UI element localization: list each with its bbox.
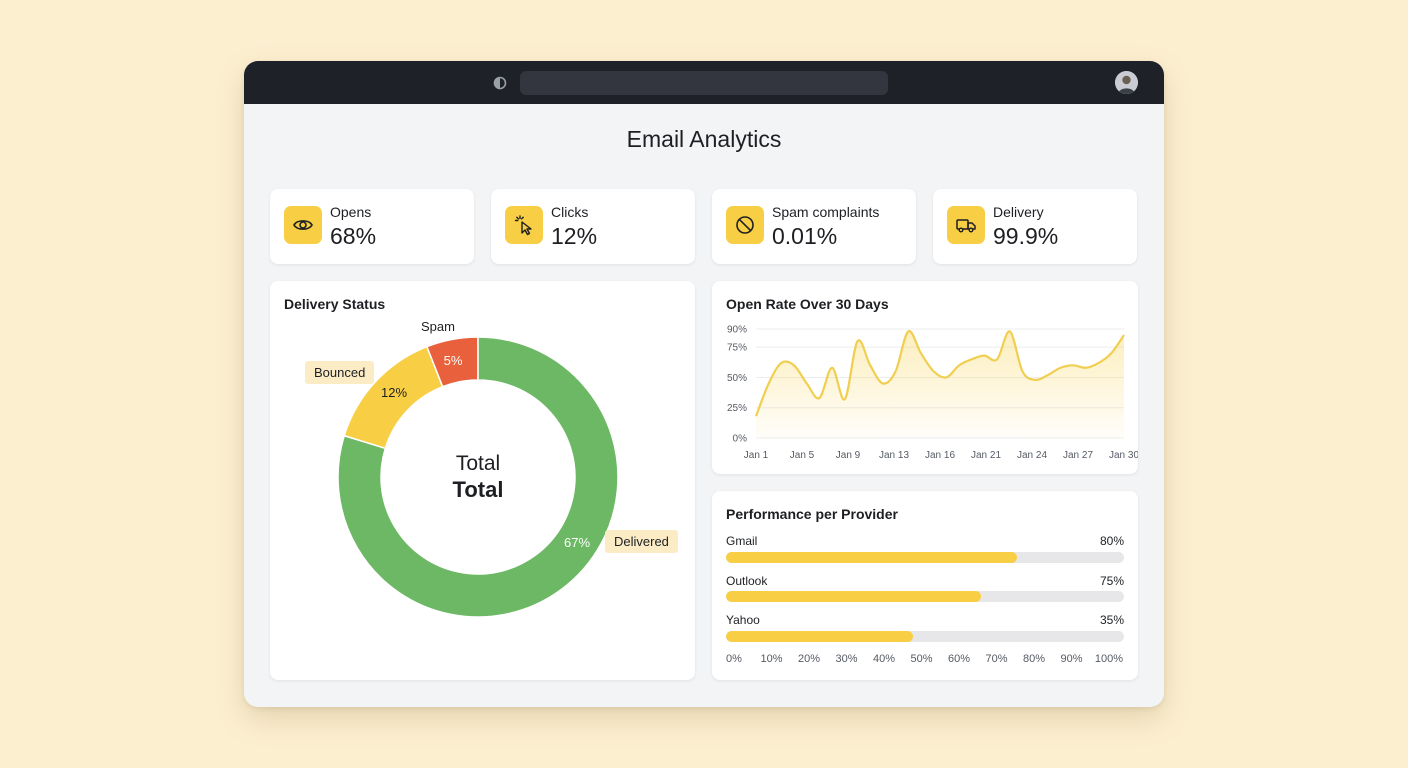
donut-center-value: Total <box>453 477 504 502</box>
provider-axis-tick: 30% <box>835 653 858 665</box>
kpi-value: 12% <box>551 223 598 249</box>
provider-axis-tick: 20% <box>797 653 821 665</box>
slice-label-bounced: 12% <box>381 385 407 400</box>
kpi-card-opens: Opens 68% <box>270 189 474 264</box>
y-tick-label: 0% <box>733 434 748 445</box>
page-title: Email Analytics <box>626 126 782 152</box>
y-tick-label: 75% <box>727 343 747 354</box>
provider-axis-tick: 70% <box>985 653 1008 665</box>
x-tick-label: Jan 1 <box>744 450 769 461</box>
provider-axis-tick: 50% <box>910 653 933 665</box>
y-tick-label: 50% <box>727 373 747 384</box>
open-rate-line <box>754 330 1125 417</box>
kpi-card-clicks: Clicks 12% <box>491 189 695 264</box>
provider-bar-gmail <box>726 552 1017 563</box>
kpi-value: 99.9% <box>993 223 1059 249</box>
kpi-label: Delivery <box>993 204 1044 220</box>
provider-axis-tick: 60% <box>947 653 971 665</box>
kpi-card-delivery: Delivery 99.9% <box>933 189 1137 264</box>
open-rate-line-chart: 0% 25% 50% 75% 90% Jan 1 Jan 5 Jan 9 Jan 13 Jan 1… <box>727 325 1138 462</box>
provider-bar-track-outlook <box>726 591 1124 602</box>
y-tick-label: 90% <box>727 325 747 336</box>
provider-axis-tick: 40% <box>872 653 896 665</box>
browser-titlebar <box>244 61 1164 104</box>
user-avatar-icon <box>1115 71 1138 94</box>
kpi-card-spam: Spam complaints 0.01% <box>712 189 916 264</box>
shield-icon <box>493 76 507 90</box>
provider-axis-tick: 10% <box>760 653 783 665</box>
donut-slice-bounced[interactable] <box>343 345 444 450</box>
provider-performance-card: Performance per Provider Gmail 80% Outlo… <box>712 491 1138 680</box>
y-tick-label: 25% <box>727 403 747 414</box>
eye-icon <box>284 206 322 244</box>
card-title: Performance per Provider <box>726 506 898 522</box>
open-rate-area <box>756 331 1124 438</box>
provider-name-yahoo: Yahoo <box>726 613 760 627</box>
x-tick-label: Jan 5 <box>790 450 815 461</box>
provider-name-gmail: Gmail <box>726 534 758 548</box>
donut-center-label: Total <box>456 452 500 475</box>
card-title: Delivery Status <box>284 296 386 312</box>
x-tick-label: Jan 21 <box>971 450 1001 461</box>
kpi-value: 68% <box>330 223 377 249</box>
kpi-label: Clicks <box>551 204 589 220</box>
x-tick-label: Jan 30 <box>1109 450 1138 461</box>
provider-bar-yahoo <box>726 631 914 642</box>
provider-axis-tick: 0% <box>726 653 742 665</box>
provider-name-outlook: Outlook <box>726 574 768 588</box>
address-bar[interactable] <box>520 71 888 95</box>
legend-spam: Spam <box>421 319 455 334</box>
provider-bar-track-yahoo <box>726 631 1124 642</box>
provider-axis-tick: 80% <box>1022 653 1046 665</box>
slice-label-delivered: 67% <box>564 535 590 550</box>
kpi-label: Opens <box>330 204 372 220</box>
provider-bar-outlook <box>726 591 981 602</box>
slice-label-spam: 5% <box>444 353 463 368</box>
x-tick-label: Jan 27 <box>1063 450 1093 461</box>
legend-delivered: Delivered <box>605 530 678 553</box>
avatar[interactable] <box>1115 71 1138 94</box>
cursor-click-icon <box>505 206 543 244</box>
x-tick-label: Jan 16 <box>925 450 955 461</box>
provider-axis-tick: 90% <box>1060 653 1083 665</box>
x-tick-label: Jan 24 <box>1017 450 1047 461</box>
x-tick-label: Jan 13 <box>879 450 909 461</box>
delivery-status-card: Delivery Status Total Total 67% 12% 5% S… <box>270 281 695 680</box>
donut-slice-delivered[interactable] <box>337 336 619 618</box>
open-rate-card: Open Rate Over 30 Days 0% 25% 50% 75% 90% Jan… <box>712 281 1138 474</box>
card-title: Open Rate Over 30 Days <box>726 296 889 312</box>
delivery-donut-chart: Total Total 67% 12% 5% <box>337 336 619 618</box>
legend-bounced: Bounced <box>305 361 375 384</box>
provider-value-yahoo: 35% <box>1099 613 1124 627</box>
provider-bar-track-gmail <box>726 552 1124 563</box>
ban-icon <box>726 206 764 244</box>
x-tick-label: Jan 9 <box>836 450 861 461</box>
truck-icon <box>947 206 985 244</box>
kpi-value: 0.01% <box>772 223 838 249</box>
provider-axis-tick: 100% <box>1094 653 1124 665</box>
provider-value-gmail: 80% <box>1099 534 1124 548</box>
kpi-label: Spam complaints <box>772 204 880 220</box>
provider-value-outlook: 75% <box>1099 574 1124 588</box>
